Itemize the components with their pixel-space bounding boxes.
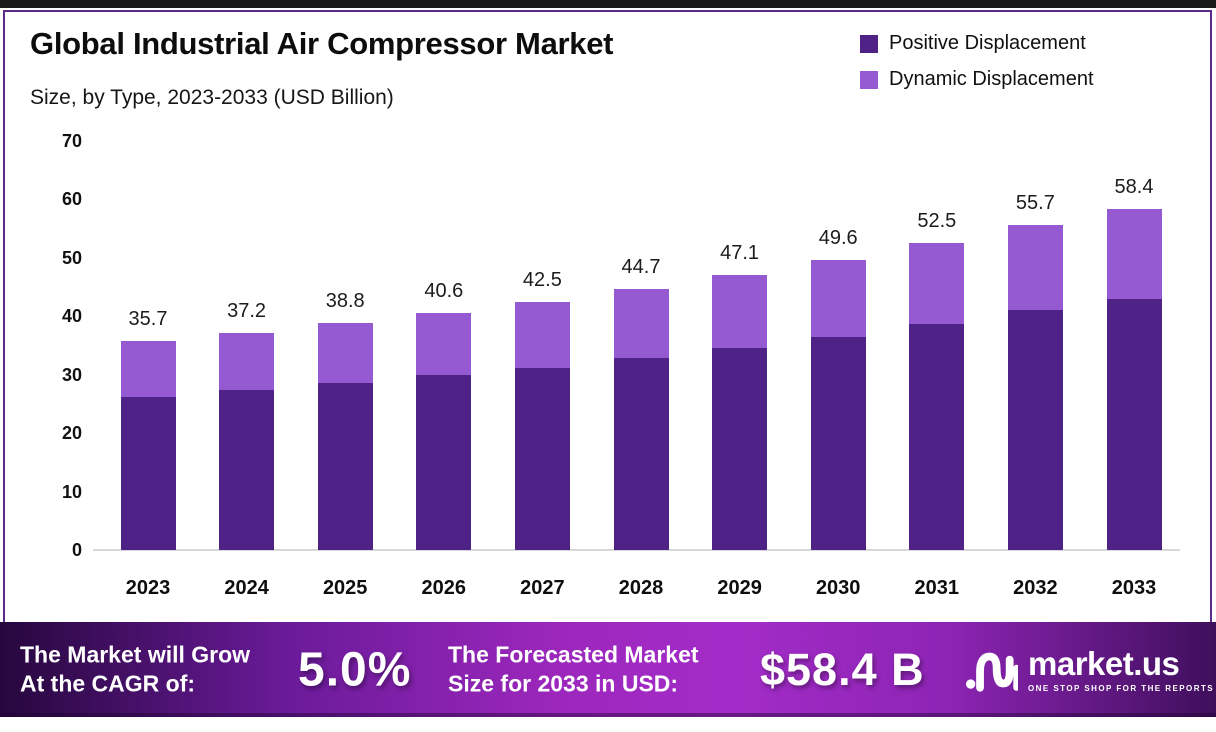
x-axis-label-2029: 2029 [717,577,762,599]
y-axis-tick-30: 30 [61,364,82,385]
x-axis-line [93,549,1180,551]
y-axis-tick-50: 50 [61,247,82,268]
bar-dynamic-displacement-2030 [810,260,866,337]
bar-positive-displacement-2024 [219,389,275,550]
top-border-strip [0,0,1216,8]
marketus-logo: market.us ONE STOP SHOP FOR THE REPORTS [966,644,1214,696]
bar-dynamic-displacement-2029 [712,274,768,348]
bar-value-label-2032: 55.7 [1015,191,1055,214]
legend-label: Positive Displacement [889,32,1086,54]
bar-value-label-2026: 40.6 [424,279,464,302]
forecast-text: The Forecasted Market Size for 2033 in U… [448,640,699,699]
bar-positive-displacement-2025 [317,383,373,550]
marketus-logo-name: market.us [1028,644,1180,682]
bar-dynamic-displacement-2025 [317,323,373,384]
y-axis-tick-20: 20 [61,423,82,444]
bar-dynamic-displacement-2027 [514,301,570,368]
bar-dynamic-displacement-2026 [416,312,472,376]
bar-value-label-2031: 52.5 [917,210,957,233]
forecast-text-line2: Size for 2033 in USD: [448,670,679,697]
chart-subtitle: Size, by Type, 2023-2033 (USD Billion) [30,86,394,109]
bar-value-label-2025: 38.8 [325,290,365,313]
bottom-banner: The Market will Grow At the CAGR of: 5.0… [0,622,1216,717]
bar-dynamic-displacement-2024 [219,332,275,390]
bar-positive-displacement-2026 [416,375,472,550]
y-axis-tick-60: 60 [61,189,82,210]
forecast-value: $58.4 B [760,643,925,695]
bar-value-label-2033: 58.4 [1114,175,1154,198]
bar-positive-displacement-2023 [120,396,176,550]
marketus-logo-tagline: ONE STOP SHOP FOR THE REPORTS [1028,683,1215,693]
bar-value-label-2023: 35.7 [128,308,168,331]
bar-positive-displacement-2028 [613,357,669,550]
chart-title: Global Industrial Air Compressor Market [30,26,614,61]
x-axis-label-2033: 2033 [1111,577,1157,599]
legend-item-1: Dynamic Displacement [860,68,1094,91]
bar-positive-displacement-2027 [514,367,570,550]
x-axis-label-2031: 2031 [914,577,960,599]
cagr-text: The Market will Grow At the CAGR of: [20,640,250,699]
x-axis-label-2032: 2032 [1013,577,1058,599]
bar-value-label-2028: 44.7 [621,255,661,278]
y-axis-tick-10: 10 [61,481,82,502]
legend-swatch [860,70,878,89]
bar-value-label-2030: 49.6 [818,227,858,250]
x-axis-label-2026: 2026 [421,577,467,599]
legend: Positive Displacement Dynamic Displacemen… [860,32,1094,91]
bar-dynamic-displacement-2032 [1007,224,1063,311]
bar-positive-displacement-2033 [1106,298,1162,550]
y-axis-tick-40: 40 [61,306,82,327]
bar-positive-displacement-2029 [712,347,768,550]
bar-dynamic-displacement-2033 [1106,208,1162,299]
bottom-margin-strip [0,717,1216,732]
bar-value-label-2027: 42.5 [522,268,562,291]
cagr-text-line1: The Market will Grow [20,641,251,668]
x-axis-label-2030: 2030 [815,577,861,599]
x-axis-label-2024: 2024 [224,577,269,599]
marketus-logo-icon [966,652,1018,692]
cagr-value: 5.0% [298,643,412,696]
forecast-text-line1: The Forecasted Market [448,641,699,668]
marketus-logo-text: market.us ONE STOP SHOP FOR THE REPORTS [1028,647,1214,693]
legend-swatch [860,34,878,53]
x-axis-label-2023: 2023 [125,577,171,599]
y-axis-tick-0: 0 [71,540,82,560]
bar-positive-displacement-2031 [909,324,965,550]
y-axis-tick-70: 70 [61,131,82,151]
cagr-text-line2: At the CAGR of: [20,670,196,697]
bar-dynamic-displacement-2031 [909,243,965,325]
x-axis-label-2027: 2027 [520,577,565,599]
bar-positive-displacement-2032 [1007,310,1063,550]
x-axis-label-2025: 2025 [322,577,368,599]
legend-label: Dynamic Displacement [889,68,1094,90]
bar-dynamic-displacement-2028 [613,288,669,358]
x-axis-label-2028: 2028 [618,577,664,599]
bar-value-label-2024: 37.2 [227,299,267,322]
bar-value-label-2029: 47.1 [720,241,760,264]
legend-item-0: Positive Displacement [860,32,1094,55]
bar-dynamic-displacement-2023 [120,341,176,397]
bar-positive-displacement-2030 [810,336,866,550]
